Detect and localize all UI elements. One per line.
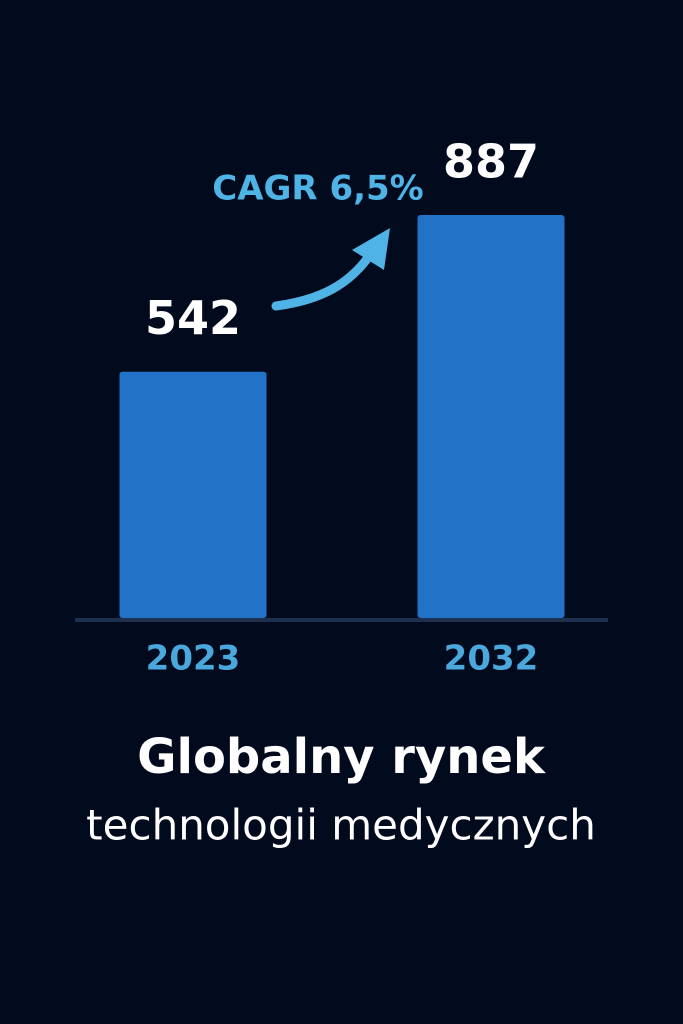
cagr-arrow [271,247,377,311]
value-label: 887 [443,135,539,189]
annotation: CAGR 6,5% [212,169,424,209]
bar [417,215,565,618]
value-label: 542 [145,291,241,345]
bar [119,371,267,618]
chart-title: technologii medycznych [86,801,596,850]
cagr-arrow-head [352,228,390,270]
chart-title: Globalny rynek [137,729,546,785]
x-tick-label: 2032 [444,639,539,679]
x-tick-label: 2023 [146,639,241,679]
